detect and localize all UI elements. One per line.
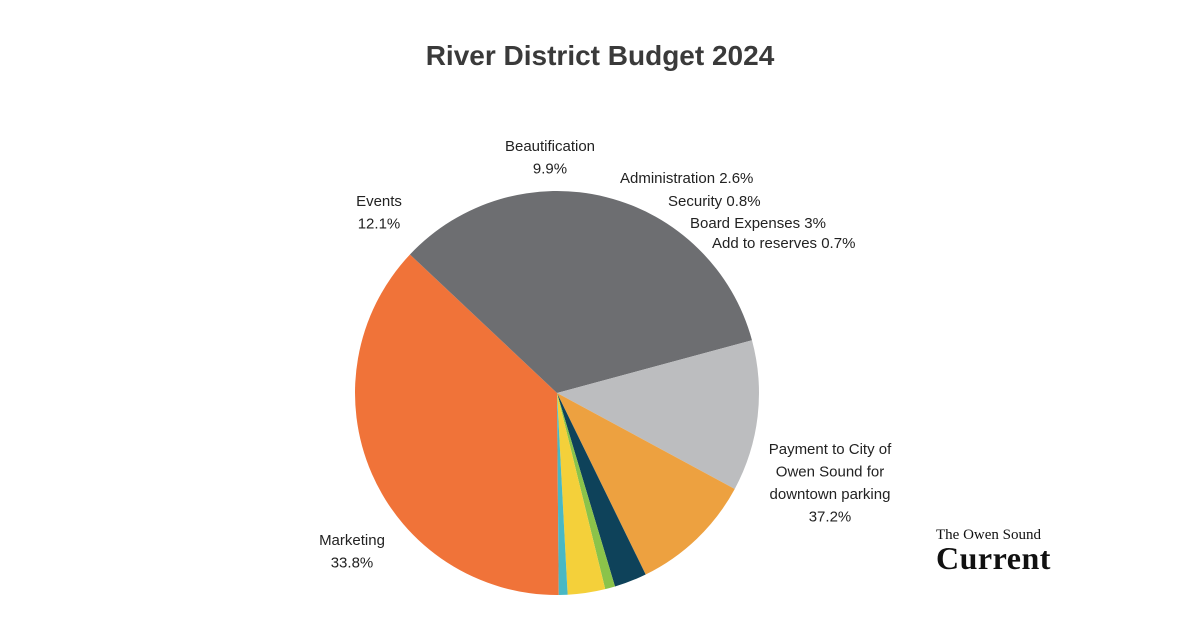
pie-slice-2	[557, 340, 759, 489]
slice-label-3: Beautification 9.9%	[505, 138, 595, 178]
pie-slice-5	[557, 393, 615, 590]
slice-label-0: Payment to City of Owen Sound for downtown…	[769, 441, 892, 526]
slice-label-4: Administration 2.6%	[620, 170, 753, 187]
slice-label-line: 12.1%	[358, 216, 401, 233]
slice-label-line: Owen Sound for	[776, 464, 884, 481]
slice-label-5: Security 0.8%	[668, 193, 761, 210]
pie-slice-3	[557, 393, 735, 575]
slice-label-7: Add to reserves 0.7%	[712, 235, 855, 252]
chart-title: River District Budget 2024	[425, 40, 775, 71]
slice-label-line: 9.9%	[533, 161, 567, 178]
slice-label-line: Events	[356, 193, 402, 210]
pie-slice-7	[557, 393, 568, 595]
slice-label-line: Security 0.8%	[668, 193, 761, 210]
pie-slice-1	[409, 191, 752, 393]
slice-label-line: Add to reserves 0.7%	[712, 235, 855, 252]
slice-label-1: Marketing 33.8%	[319, 532, 385, 572]
brand-logo: The Owen Sound Current	[936, 527, 1051, 576]
slice-label-6: Board Expenses 3%	[690, 215, 826, 232]
slice-label-line: 37.2%	[809, 509, 852, 526]
slice-label-line: Marketing	[319, 532, 385, 549]
slice-label-line: Payment to City of	[769, 441, 892, 458]
brand-line-2: Current	[936, 540, 1051, 576]
slice-label-line: Beautification	[505, 138, 595, 155]
slice-label-line: Board Expenses 3%	[690, 215, 826, 232]
slice-label-2: Events 12.1%	[356, 193, 402, 233]
pie-slice-6	[557, 393, 606, 595]
slice-label-line: downtown parking	[770, 486, 891, 503]
pie-slice-4	[557, 393, 646, 587]
slice-label-line: Administration 2.6%	[620, 170, 753, 187]
brand-line-1: The Owen Sound	[936, 527, 1041, 543]
pie-slice-0	[355, 254, 559, 595]
slice-label-line: 33.8%	[331, 555, 374, 572]
